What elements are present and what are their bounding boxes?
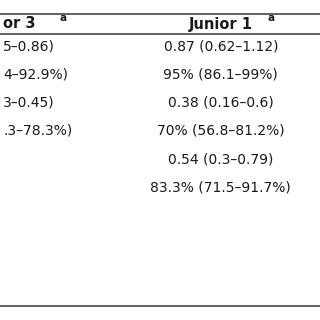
Text: 70% (56.8–81.2%): 70% (56.8–81.2%) — [157, 124, 284, 138]
Text: 5–0.86): 5–0.86) — [3, 39, 55, 53]
Text: 0.54 (0.3–0.79): 0.54 (0.3–0.79) — [168, 152, 274, 166]
Text: 0.38 (0.16–0.6): 0.38 (0.16–0.6) — [168, 96, 274, 110]
Text: .3–78.3%): .3–78.3%) — [3, 124, 72, 138]
Text: 0.87 (0.62–1.12): 0.87 (0.62–1.12) — [164, 39, 278, 53]
Text: or 3: or 3 — [3, 17, 36, 31]
Text: 83.3% (71.5–91.7%): 83.3% (71.5–91.7%) — [150, 180, 291, 194]
Text: a: a — [267, 13, 274, 23]
Text: 4–92.9%): 4–92.9%) — [3, 68, 68, 82]
Text: a: a — [59, 13, 66, 23]
Text: Junior 1: Junior 1 — [189, 17, 253, 31]
Text: 3–0.45): 3–0.45) — [3, 96, 55, 110]
Text: 95% (86.1–99%): 95% (86.1–99%) — [164, 68, 278, 82]
